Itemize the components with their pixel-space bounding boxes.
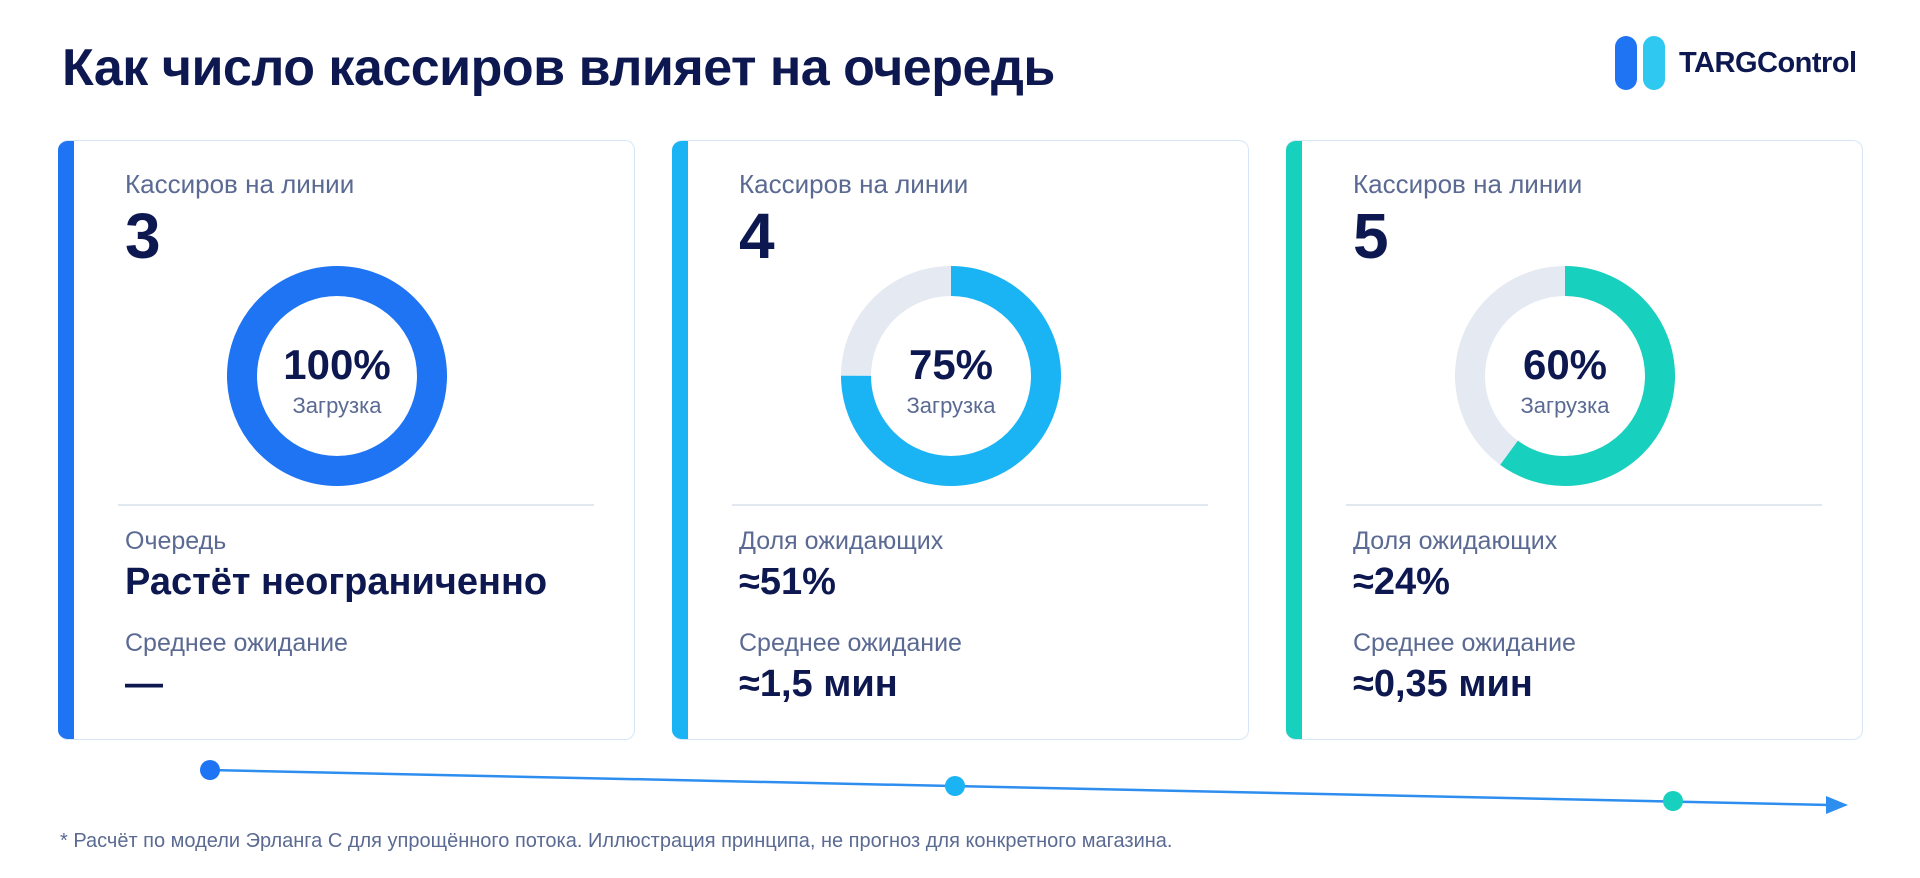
- card-3-cashiers: Кассиров на линии 3 100% Загрузка Очеред…: [58, 140, 635, 740]
- load-donut-chart: [841, 266, 1061, 486]
- timeline-arrow-icon: [1826, 796, 1848, 814]
- timeline-dot: [1663, 791, 1683, 811]
- timeline-dot: [200, 760, 220, 780]
- load-donut: 100% Загрузка: [226, 265, 448, 487]
- load-donut-chart: [227, 266, 447, 486]
- waiting-share-label: Доля ожидающих: [1353, 527, 1558, 555]
- load-percent: 60%: [1522, 341, 1608, 388]
- load-percent: 75%: [908, 341, 994, 388]
- waiting-share-value: ≈51%: [739, 561, 836, 603]
- load-label: Загрузка: [292, 393, 382, 418]
- avg-wait-label: Среднее ожидание: [1353, 629, 1576, 657]
- donut-load-arc: [227, 266, 447, 486]
- card-label: Кассиров на линии: [1353, 169, 1583, 199]
- card-accent-bar: [58, 141, 74, 739]
- avg-wait-value: ≈0,35 мин: [1353, 663, 1533, 705]
- page-title: Как число кассиров влияет на очередь: [62, 39, 1055, 97]
- load-donut-chart: [1455, 266, 1675, 486]
- cashier-count: 5: [1353, 200, 1389, 272]
- logo: TARGControl: [1615, 36, 1857, 90]
- load-label: Загрузка: [906, 393, 996, 418]
- divider: [118, 504, 594, 506]
- card-accent-bar: [672, 141, 688, 739]
- logo-bar-icon: [1615, 36, 1637, 90]
- waiting-share-label: Доля ожидающих: [739, 527, 944, 555]
- queue-value: Растёт неограниченно: [125, 561, 548, 603]
- card-label: Кассиров на линии: [739, 169, 969, 199]
- footnote: * Расчёт по модели Эрланга С для упрощён…: [60, 830, 1173, 852]
- avg-wait-value: ≈1,5 мин: [739, 663, 898, 705]
- load-donut: 75% Загрузка: [840, 265, 1062, 487]
- cashier-count: 3: [125, 200, 161, 272]
- logo-bar-icon: [1643, 36, 1665, 90]
- divider: [732, 504, 1208, 506]
- donut-load-arc: [1455, 266, 1675, 486]
- load-percent: 100%: [283, 341, 391, 388]
- load-label: Загрузка: [1520, 393, 1610, 418]
- logo-text: TARGControl: [1679, 46, 1857, 79]
- divider: [1346, 504, 1822, 506]
- waiting-share-value: ≈24%: [1353, 561, 1450, 603]
- donut-load-arc: [841, 266, 1061, 486]
- card-label: Кассиров на линии: [125, 169, 355, 199]
- timeline-dot: [945, 776, 965, 796]
- logo-mark-icon: [1615, 36, 1665, 90]
- cashier-count: 4: [739, 200, 775, 272]
- timeline-line: [209, 768, 1831, 807]
- load-donut: 60% Загрузка: [1454, 265, 1676, 487]
- avg-wait-value: —: [125, 663, 163, 705]
- card-5-cashiers: Кассиров на линии 5 60% Загрузка Доля ож…: [1286, 140, 1863, 740]
- queue-label: Очередь: [125, 527, 227, 555]
- avg-wait-label: Среднее ожидание: [739, 629, 962, 657]
- avg-wait-label: Среднее ожидание: [125, 629, 348, 657]
- card-4-cashiers: Кассиров на линии 4 75% Загрузка Доля ож…: [672, 140, 1249, 740]
- card-accent-bar: [1286, 141, 1302, 739]
